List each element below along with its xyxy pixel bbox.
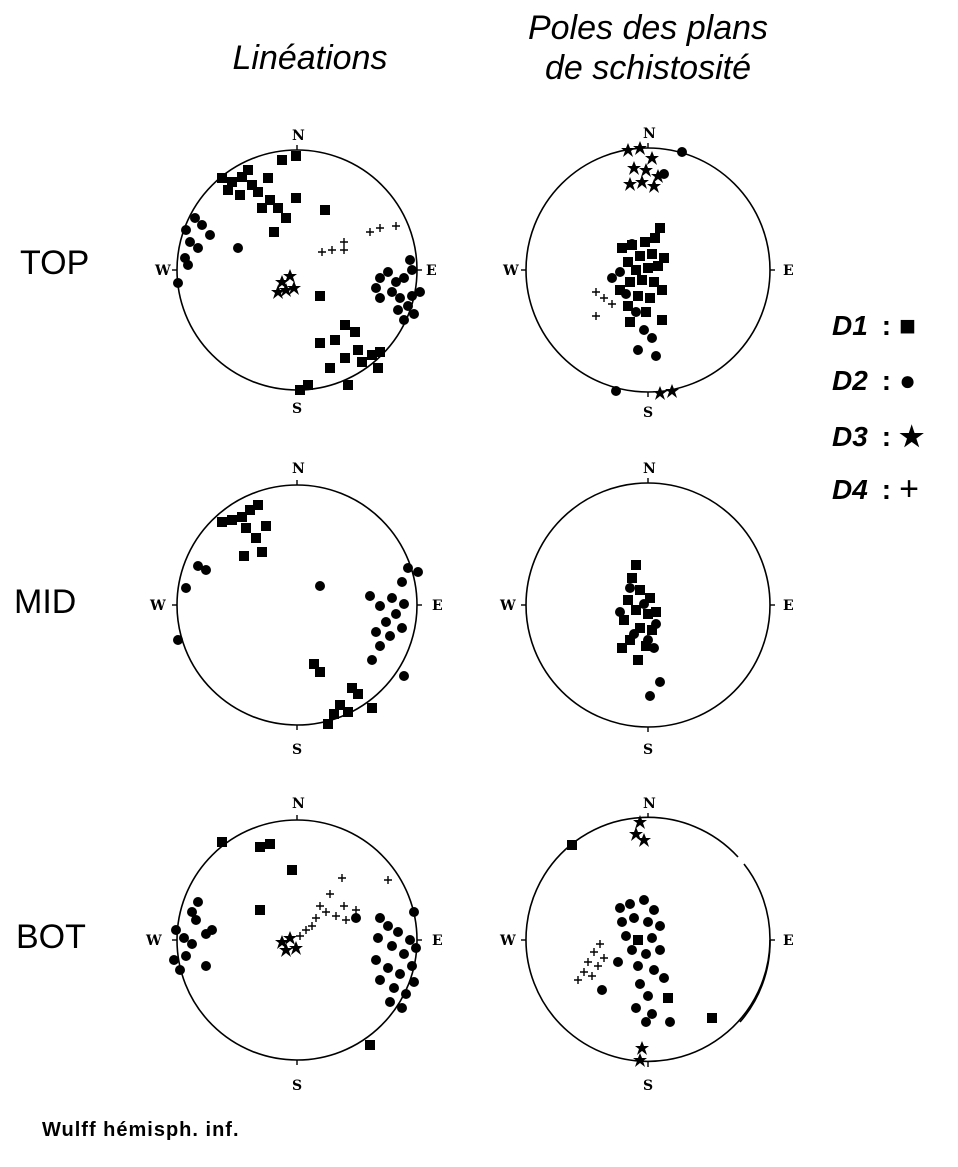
legend-colon: : xyxy=(882,365,891,397)
stereonet-mid-poles: N S W E xyxy=(499,461,794,758)
d4-crosses xyxy=(592,288,616,320)
d1-squares xyxy=(567,840,717,1023)
d1-squares xyxy=(217,500,377,729)
legend-label-d1: D1 xyxy=(832,310,868,342)
d2-circles xyxy=(173,213,425,325)
d4-crosses xyxy=(574,940,608,984)
d2-circles xyxy=(173,561,423,681)
d1-squares xyxy=(217,151,385,395)
legend-colon: : xyxy=(882,421,891,453)
west-label: W xyxy=(145,933,162,949)
d2-circles xyxy=(597,895,675,1027)
legend-label-d4: D4 xyxy=(832,474,868,506)
west-label: W xyxy=(149,598,166,614)
square-icon: ■ xyxy=(899,310,916,342)
d2-circles xyxy=(169,897,421,1013)
d3-stars xyxy=(275,931,303,957)
star-icon: ★ xyxy=(899,420,924,453)
north-label: N xyxy=(292,461,305,477)
east-label: E xyxy=(783,263,794,279)
west-label: W xyxy=(502,263,519,279)
legend-colon: : xyxy=(882,310,891,342)
projection-caption: Wulff hémisph. inf. xyxy=(42,1119,240,1142)
legend-item-d4: D4 : + xyxy=(832,470,919,509)
east-label: E xyxy=(783,598,794,614)
plus-icon: + xyxy=(899,470,919,509)
west-label: W xyxy=(499,598,516,614)
east-label: E xyxy=(783,933,794,949)
legend-label-d3: D3 xyxy=(832,421,868,453)
east-label: E xyxy=(432,598,443,614)
south-label: S xyxy=(292,1078,302,1094)
north-label: N xyxy=(643,126,656,142)
stereonet-bot-lineations: N S W E xyxy=(145,796,443,1094)
north-label: N xyxy=(292,796,305,812)
legend-item-d1: D1 : ■ xyxy=(832,310,916,342)
d2-circles xyxy=(615,583,665,701)
d4-crosses xyxy=(296,874,392,940)
legend-item-d2: D2 : ● xyxy=(832,365,916,397)
south-label: S xyxy=(643,742,653,758)
stereonet-mid-lineations: N S W E xyxy=(149,461,443,758)
east-label: E xyxy=(426,263,437,279)
west-label: W xyxy=(499,933,516,949)
stereonet-bot-poles: N S W E xyxy=(499,796,794,1094)
east-label: E xyxy=(432,933,443,949)
north-label: N xyxy=(292,128,305,144)
south-label: S xyxy=(643,1078,653,1094)
legend-item-d3: D3 : ★ xyxy=(832,420,924,453)
south-label: S xyxy=(643,405,653,421)
d3-stars xyxy=(271,269,301,299)
north-label: N xyxy=(643,796,656,812)
legend-colon: : xyxy=(882,474,891,506)
legend-label-d2: D2 xyxy=(832,365,868,397)
circle-icon: ● xyxy=(899,365,916,397)
stereonet-top-lineations: N S W E xyxy=(154,128,437,417)
south-label: S xyxy=(292,742,302,758)
south-label: S xyxy=(292,401,302,417)
stereonet-top-poles: N S W E xyxy=(502,126,794,421)
west-label: W xyxy=(154,263,171,279)
north-label: N xyxy=(643,461,656,477)
d4-crosses xyxy=(318,222,400,256)
